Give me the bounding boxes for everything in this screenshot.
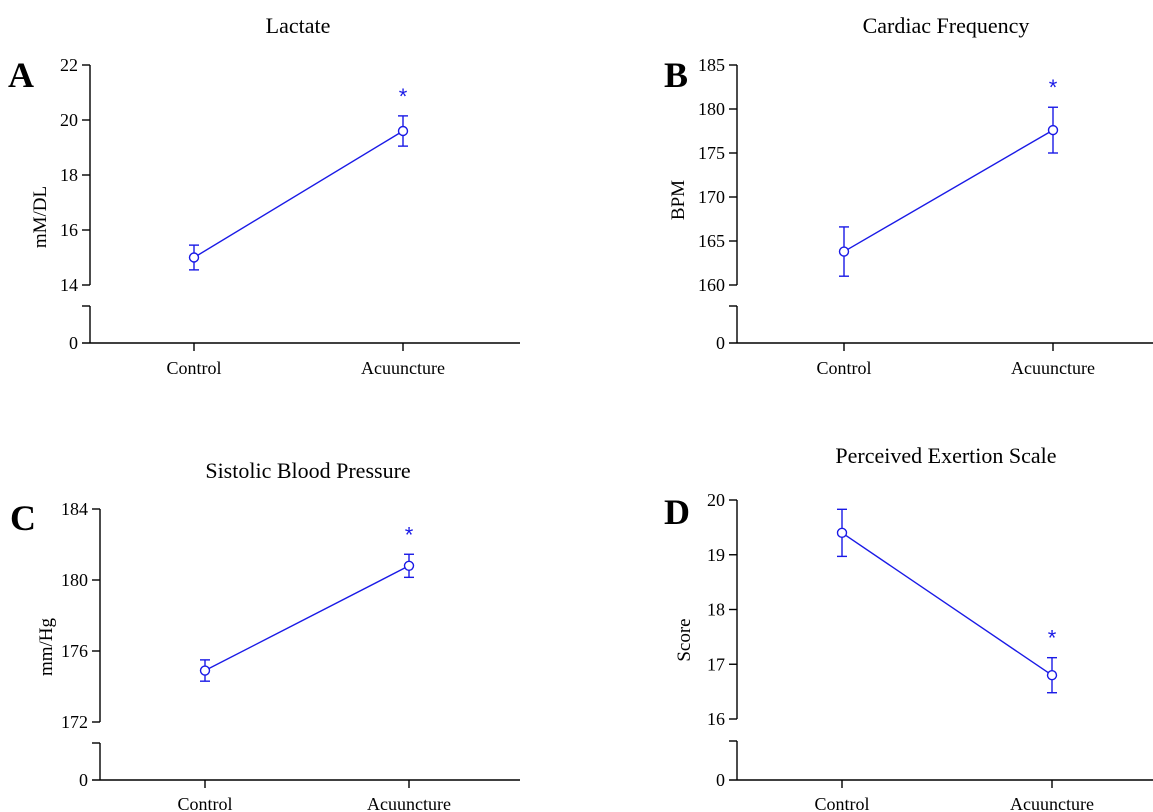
significance-marker: *	[399, 84, 408, 109]
x-tick-label: Control	[177, 794, 232, 812]
significance-marker: *	[1048, 626, 1057, 651]
y-tick-label-zero: 0	[716, 333, 725, 353]
y-tick-label: 175	[698, 143, 725, 163]
y-tick-label: 22	[60, 55, 78, 75]
y-tick-label: 17	[707, 654, 725, 674]
data-point	[403, 560, 415, 571]
data-point	[838, 246, 850, 257]
y-tick-label: 180	[61, 570, 88, 590]
y-tick-label: 165	[698, 231, 725, 251]
data-point	[397, 125, 409, 137]
chart-title: Cardiac Frequency	[863, 13, 1030, 38]
panel-letter: A	[8, 55, 34, 95]
y-axis-label: BPM	[668, 180, 689, 220]
y-tick-label: 176	[61, 641, 88, 661]
x-tick-label: Control	[814, 794, 869, 812]
y-tick-label-zero: 0	[716, 770, 725, 790]
chart-panel-b: Cardiac Frequency B BPM 160 165 170 175 180 185 0…	[664, 13, 1153, 378]
x-tick-label: Acuuncture	[1011, 358, 1095, 378]
chart-title: Lactate	[266, 13, 331, 38]
chart-panel-a: Lactate AmM/DL 14 16 18 20 22 0 Control Acuunctur…	[8, 13, 520, 378]
x-tick-label: Control	[166, 358, 221, 378]
chart-title: Perceived Exertion Scale	[835, 443, 1056, 468]
chart-panel-c: Sistolic Blood Pressure Cmm/Hg 172 176 180 18…	[10, 458, 520, 812]
chart-title: Sistolic Blood Pressure	[205, 458, 410, 483]
y-axis-label: mm/Hg	[36, 617, 57, 676]
panel-letter: C	[10, 498, 36, 538]
y-tick-label: 18	[60, 165, 78, 185]
y-tick-label: 18	[707, 600, 725, 620]
y-tick-label: 172	[61, 712, 88, 732]
y-tick-label: 185	[698, 55, 725, 75]
series-line	[843, 129, 1054, 253]
y-tick-label-zero: 0	[79, 770, 88, 790]
data-point	[199, 665, 211, 676]
significance-marker: *	[405, 522, 414, 547]
y-tick-label: 16	[707, 709, 725, 729]
y-tick-label: 20	[707, 490, 725, 510]
data-point	[1046, 670, 1058, 681]
y-tick-label: 180	[698, 99, 725, 119]
y-tick-label: 160	[698, 275, 725, 295]
x-tick-label: Acuuncture	[1010, 794, 1094, 812]
data-point	[188, 252, 200, 263]
y-tick-label-zero: 0	[69, 333, 78, 353]
significance-marker: *	[1049, 75, 1058, 100]
series-line	[204, 565, 410, 672]
y-tick-label: 184	[61, 499, 88, 519]
y-axis-label: mM/DL	[30, 186, 51, 248]
x-tick-label: Control	[816, 358, 871, 378]
y-tick-label: 170	[698, 187, 725, 207]
series-line	[193, 130, 404, 259]
x-tick-label: Acuuncture	[361, 358, 445, 378]
y-tick-label: 16	[60, 220, 78, 240]
y-axis-label: Score	[674, 618, 695, 661]
y-tick-label: 19	[707, 545, 725, 565]
x-tick-label: Acuuncture	[367, 794, 451, 812]
series-line	[841, 532, 1053, 676]
data-point	[1047, 124, 1059, 136]
panel-letter: D	[664, 492, 690, 532]
data-point	[836, 527, 848, 539]
panel-letter: B	[664, 55, 688, 95]
y-tick-label: 14	[60, 275, 78, 295]
chart-panel-d: Perceived Exertion Scale D Score 16 17 18 19 20…	[664, 443, 1153, 812]
y-tick-label: 20	[60, 110, 78, 130]
